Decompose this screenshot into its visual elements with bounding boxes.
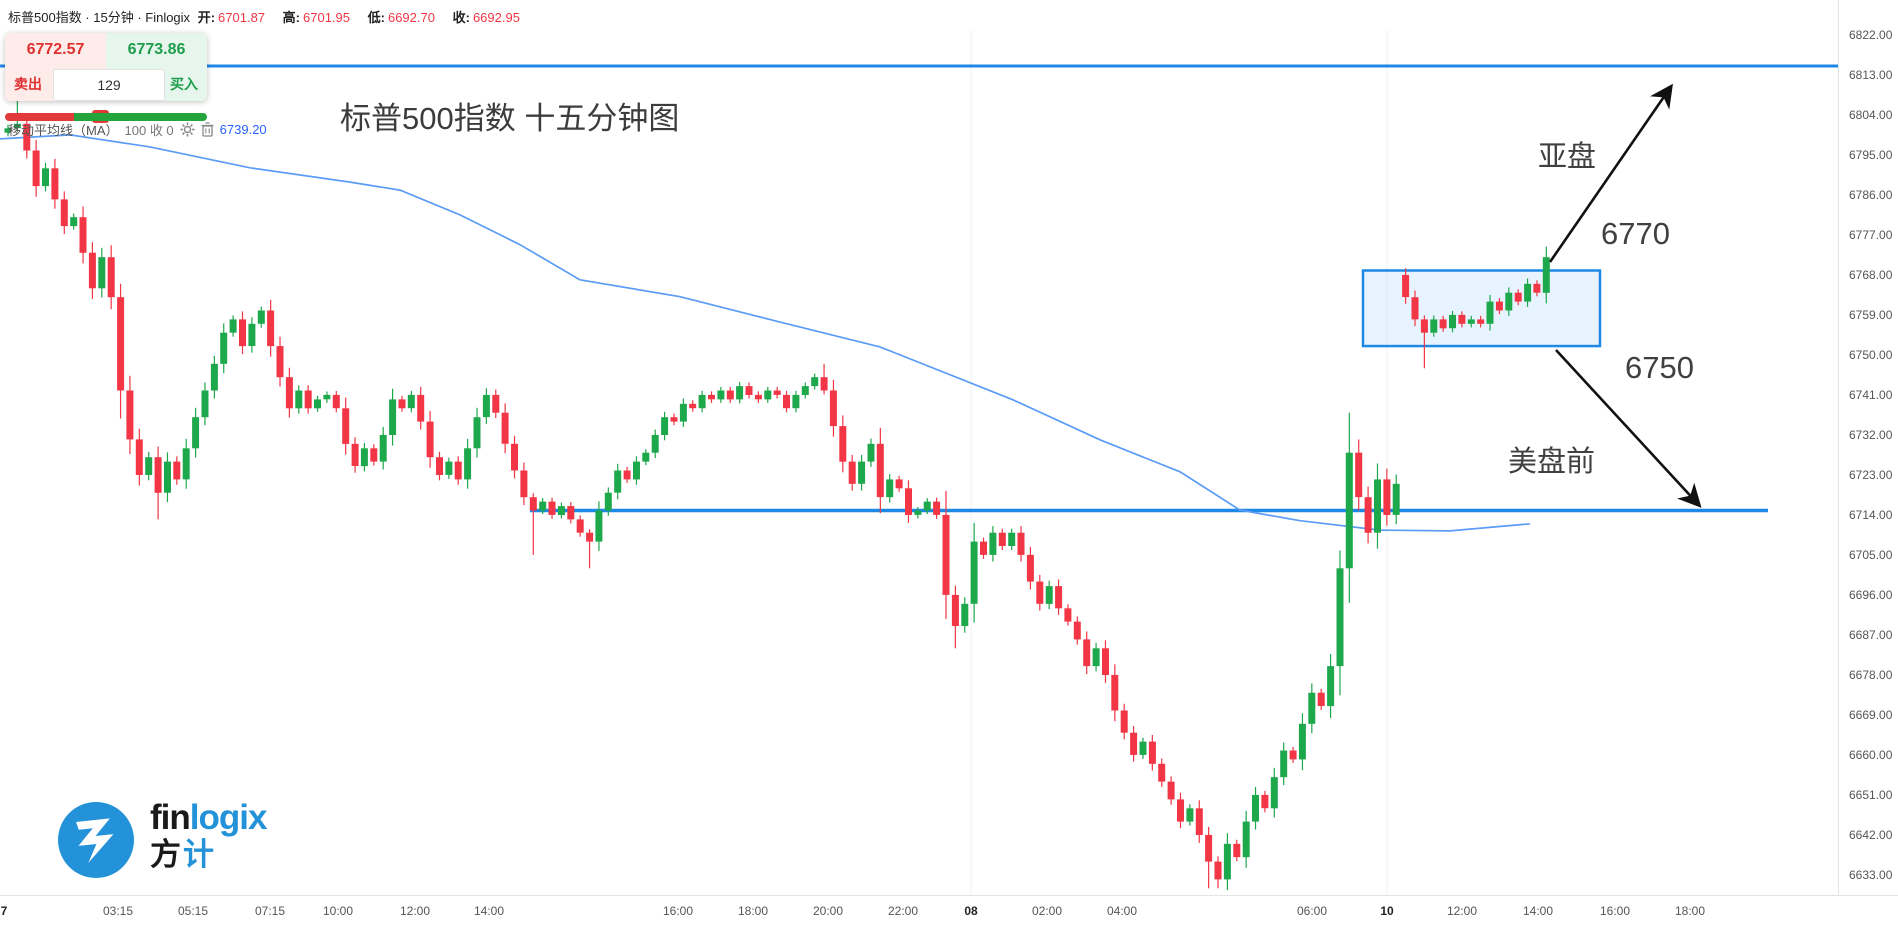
price-axis-label: 6795.00 xyxy=(1849,147,1893,162)
price-axis-label: 6642.00 xyxy=(1849,827,1893,842)
buy-price-button[interactable]: 6773.86 xyxy=(106,33,207,67)
low-label: 低: xyxy=(367,10,385,25)
price-axis-label: 6660.00 xyxy=(1849,747,1893,762)
symbol-header[interactable]: 标普500指数 · 15分钟 · Finlogix 开: 6701.87 高: 67… xyxy=(8,7,530,26)
consolidation-box xyxy=(1361,269,1602,348)
quantity-input[interactable] xyxy=(53,69,165,101)
sell-price-button[interactable]: 6772.57 xyxy=(5,33,106,67)
ma-line xyxy=(0,134,1531,532)
price-axis-label: 6723.00 xyxy=(1849,467,1893,482)
trash-icon[interactable] xyxy=(201,122,214,137)
brand-logix: logix xyxy=(189,798,268,837)
high-value: 6701.95 xyxy=(303,10,350,25)
price-axis-label: 6669.00 xyxy=(1849,707,1893,722)
asia-session-label: 亚盘 xyxy=(1538,141,1597,173)
buy-ratio-segment xyxy=(73,113,207,121)
high-label: 高: xyxy=(282,10,300,25)
time-axis-label: 03:15 xyxy=(102,904,134,918)
open-value: 6701.87 xyxy=(218,10,266,25)
ma-params: 100 收 0 xyxy=(124,123,174,138)
time-axis-day-label: 08 xyxy=(964,904,978,918)
price-axis-label: 6678.00 xyxy=(1849,667,1893,682)
sell-buy-ratio-bar xyxy=(5,113,207,121)
price-axis[interactable]: 6822.00 6813.00 6804.00 6795.00 6786.00 6777.… xyxy=(1838,0,1898,895)
time-axis-label: 10:00 xyxy=(322,904,354,918)
price-axis-label: 6750.00 xyxy=(1849,347,1893,362)
ma-label: 移动平均线（MA） xyxy=(8,123,119,138)
price-axis-label: 6804.00 xyxy=(1849,107,1893,122)
time-axis-day-label: 7 xyxy=(0,904,8,918)
brand-fang: 方 xyxy=(150,837,183,872)
pre-us-session-label: 美盘前 xyxy=(1508,446,1596,478)
price-axis-label: 6813.00 xyxy=(1849,67,1893,82)
time-axis-label: 04:00 xyxy=(1106,904,1138,918)
price-axis-label: 6786.00 xyxy=(1849,187,1893,202)
price-axis-label: 6822.00 xyxy=(1849,27,1893,42)
time-axis[interactable]: 7 03:15 05:15 07:15 10:00 12:00 14:00 16:00 18:0… xyxy=(0,895,1898,927)
price-axis-label: 6633.00 xyxy=(1849,867,1893,882)
gear-icon[interactable] xyxy=(180,122,195,137)
time-axis-label: 18:00 xyxy=(737,904,769,918)
time-axis-label: 12:00 xyxy=(1446,904,1478,918)
time-axis-label: 22:00 xyxy=(887,904,919,918)
time-axis-label: 18:00 xyxy=(1674,904,1706,918)
chart-title: 标普500指数 十五分钟图 xyxy=(340,101,680,136)
pre-us-down-arrow xyxy=(1555,349,1702,508)
brand-fin: fin xyxy=(150,798,191,837)
time-axis-label: 14:00 xyxy=(473,904,505,918)
time-axis-label: 16:00 xyxy=(662,904,694,918)
price-axis-label: 6696.00 xyxy=(1849,587,1893,602)
time-axis-label: 05:15 xyxy=(177,904,209,918)
price-axis-label: 6768.00 xyxy=(1849,267,1893,282)
time-axis-label: 16:00 xyxy=(1599,904,1631,918)
ma-indicator-row[interactable]: 移动平均线（MA） 100 收 0 6739.20 xyxy=(8,120,267,139)
price-axis-label: 6714.00 xyxy=(1849,507,1893,522)
brand-ji: 计 xyxy=(183,837,216,872)
price-axis-label: 6732.00 xyxy=(1849,427,1893,442)
sell-ratio-segment xyxy=(5,113,74,121)
price-axis-label: 6705.00 xyxy=(1849,547,1893,562)
time-axis-label: 12:00 xyxy=(399,904,431,918)
time-axis-label: 20:00 xyxy=(812,904,844,918)
quote-widget: 6772.57 6773.86 卖出 买入 xyxy=(5,33,207,101)
level-6770-label: 6770 xyxy=(1601,216,1670,251)
time-axis-label: 07:15 xyxy=(254,904,286,918)
ma-value: 6739.20 xyxy=(219,122,267,137)
price-axis-label: 6777.00 xyxy=(1849,227,1893,242)
time-axis-label: 14:00 xyxy=(1522,904,1554,918)
level-6750-label: 6750 xyxy=(1625,350,1694,385)
finlogix-logo-icon xyxy=(56,800,136,885)
price-axis-label: 6741.00 xyxy=(1849,387,1893,402)
symbol-title[interactable]: 标普500指数 · 15分钟 · Finlogix xyxy=(8,10,191,25)
close-label: 收: xyxy=(452,10,470,25)
open-label: 开: xyxy=(197,10,216,25)
price-axis-label: 6651.00 xyxy=(1849,787,1893,802)
close-value: 6692.95 xyxy=(472,10,520,25)
time-axis-label: 06:00 xyxy=(1296,904,1328,918)
price-axis-label: 6759.00 xyxy=(1849,307,1893,322)
asia-up-arrow xyxy=(1548,83,1673,263)
finlogix-watermark: finlogix 方计 xyxy=(56,798,268,885)
low-value: 6692.70 xyxy=(387,10,435,25)
time-axis-label: 02:00 xyxy=(1031,904,1063,918)
candlestick-layer xyxy=(4,92,1550,891)
price-axis-label: 6687.00 xyxy=(1849,627,1893,642)
time-axis-day-label: 10 xyxy=(1380,904,1394,918)
